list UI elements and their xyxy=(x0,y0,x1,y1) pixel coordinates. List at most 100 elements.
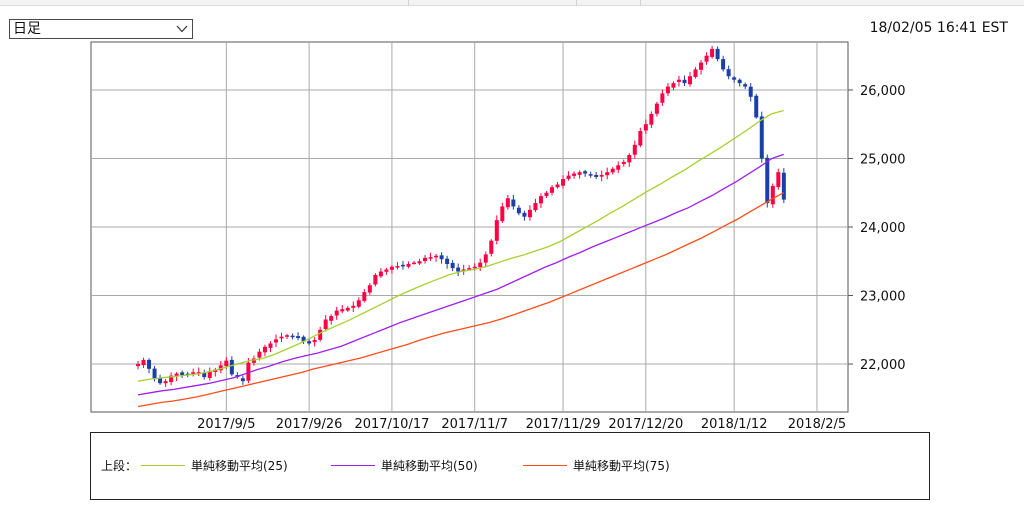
candle-body xyxy=(522,212,527,217)
candle-body xyxy=(776,172,781,188)
x-tick-label: 2018/2/5 xyxy=(788,417,846,430)
candle-body xyxy=(682,79,687,84)
tab-divider xyxy=(576,0,577,5)
candle-body xyxy=(770,185,775,205)
tab-divider xyxy=(640,0,641,5)
candle-body xyxy=(599,174,604,177)
legend-swatch-ma50 xyxy=(331,465,375,466)
candle-body xyxy=(467,268,472,270)
y-tick-label: 25,000 xyxy=(860,152,906,167)
candle-body xyxy=(412,262,416,265)
candle-body xyxy=(699,62,704,70)
y-tick-label: 26,000 xyxy=(860,84,906,99)
candle-body xyxy=(246,362,251,381)
candle-body xyxy=(262,346,267,353)
candle-body xyxy=(395,266,400,268)
candle-body xyxy=(340,309,345,312)
period-select[interactable]: 日足 xyxy=(9,19,193,39)
y-tick-label: 22,000 xyxy=(860,358,906,373)
candle-body xyxy=(494,220,499,241)
candle-body xyxy=(351,305,356,308)
candle-body xyxy=(588,174,593,176)
candle-body xyxy=(406,264,411,267)
candle-body xyxy=(671,83,676,88)
candle-body xyxy=(594,174,599,177)
candle-body xyxy=(323,319,328,329)
candle-body xyxy=(318,329,323,340)
candle-body xyxy=(688,76,692,85)
candle-body xyxy=(781,172,786,200)
legend-swatch-ma25 xyxy=(141,465,185,466)
candle-body xyxy=(638,131,643,146)
candle-body xyxy=(621,161,626,165)
candle-body xyxy=(224,360,229,367)
candle-body xyxy=(555,184,560,188)
x-tick-label: 2017/10/17 xyxy=(354,417,429,430)
candle-body xyxy=(180,372,185,375)
candle-body xyxy=(765,157,770,204)
candle-body xyxy=(169,375,174,383)
candle-body xyxy=(439,255,444,260)
candle-body xyxy=(274,339,278,343)
candle-body xyxy=(605,172,610,176)
candle-body xyxy=(710,48,715,57)
candle-body xyxy=(445,258,450,264)
candle-body xyxy=(202,372,207,378)
top-tab-strip xyxy=(0,0,1024,6)
candle-body xyxy=(174,373,179,377)
candle-body xyxy=(511,199,516,207)
candle-body xyxy=(285,335,290,337)
candle-body xyxy=(759,116,764,159)
candle-body xyxy=(500,206,505,222)
ma25-line xyxy=(137,109,784,382)
candle-body xyxy=(207,371,212,379)
candle-body xyxy=(367,285,372,293)
candle-body xyxy=(649,113,654,125)
candle-body xyxy=(726,69,731,77)
legend-label-ma50: 単純移動平均(50) xyxy=(381,459,478,473)
candle-body xyxy=(516,207,521,214)
candle-body xyxy=(472,266,477,269)
x-tick-label: 2017/12/20 xyxy=(608,417,683,430)
candle-body xyxy=(356,300,361,307)
ma75-line xyxy=(137,192,785,408)
candle-body xyxy=(550,187,554,193)
chevron-down-icon xyxy=(176,25,188,33)
candle-body xyxy=(743,84,748,87)
candle-body xyxy=(489,240,494,254)
candle-body xyxy=(373,274,378,285)
candle-body xyxy=(307,341,312,344)
candle-body xyxy=(423,257,428,261)
candle-body xyxy=(544,192,549,196)
price-chart: 2017/9/5 2017/9/26 2017/10/17 2017/11/7 2017… xyxy=(90,41,906,430)
candle-body xyxy=(296,336,301,338)
candle-body xyxy=(136,364,140,367)
candle-body xyxy=(665,86,670,94)
candle-body xyxy=(654,103,659,114)
timestamp: 18/02/05 16:41 EST xyxy=(869,20,1008,36)
period-select-value: 日足 xyxy=(13,21,41,37)
candle-body xyxy=(301,336,306,342)
candle-body xyxy=(527,209,532,218)
candle-body xyxy=(721,59,726,70)
y-tick-label: 23,000 xyxy=(860,290,906,305)
x-tick-label: 2018/1/12 xyxy=(701,417,768,430)
candle-body xyxy=(290,335,295,338)
candle-body xyxy=(748,86,753,97)
x-tick-label: 2017/11/29 xyxy=(526,417,601,430)
legend-title: 上段： xyxy=(101,459,138,473)
candle-body xyxy=(400,264,405,267)
candle-body xyxy=(251,358,256,363)
candle-body xyxy=(616,165,621,170)
candle-body xyxy=(191,372,196,375)
candle-body xyxy=(732,77,737,80)
candle-body xyxy=(450,262,455,269)
candle-body xyxy=(334,310,339,316)
candle-body xyxy=(163,381,168,384)
x-tick-label: 2017/9/5 xyxy=(197,417,255,430)
candle-body xyxy=(434,255,439,258)
candle-body xyxy=(158,378,163,384)
candle-body xyxy=(257,351,262,358)
y-tick-label: 24,000 xyxy=(860,221,906,236)
candle-body xyxy=(229,359,234,375)
